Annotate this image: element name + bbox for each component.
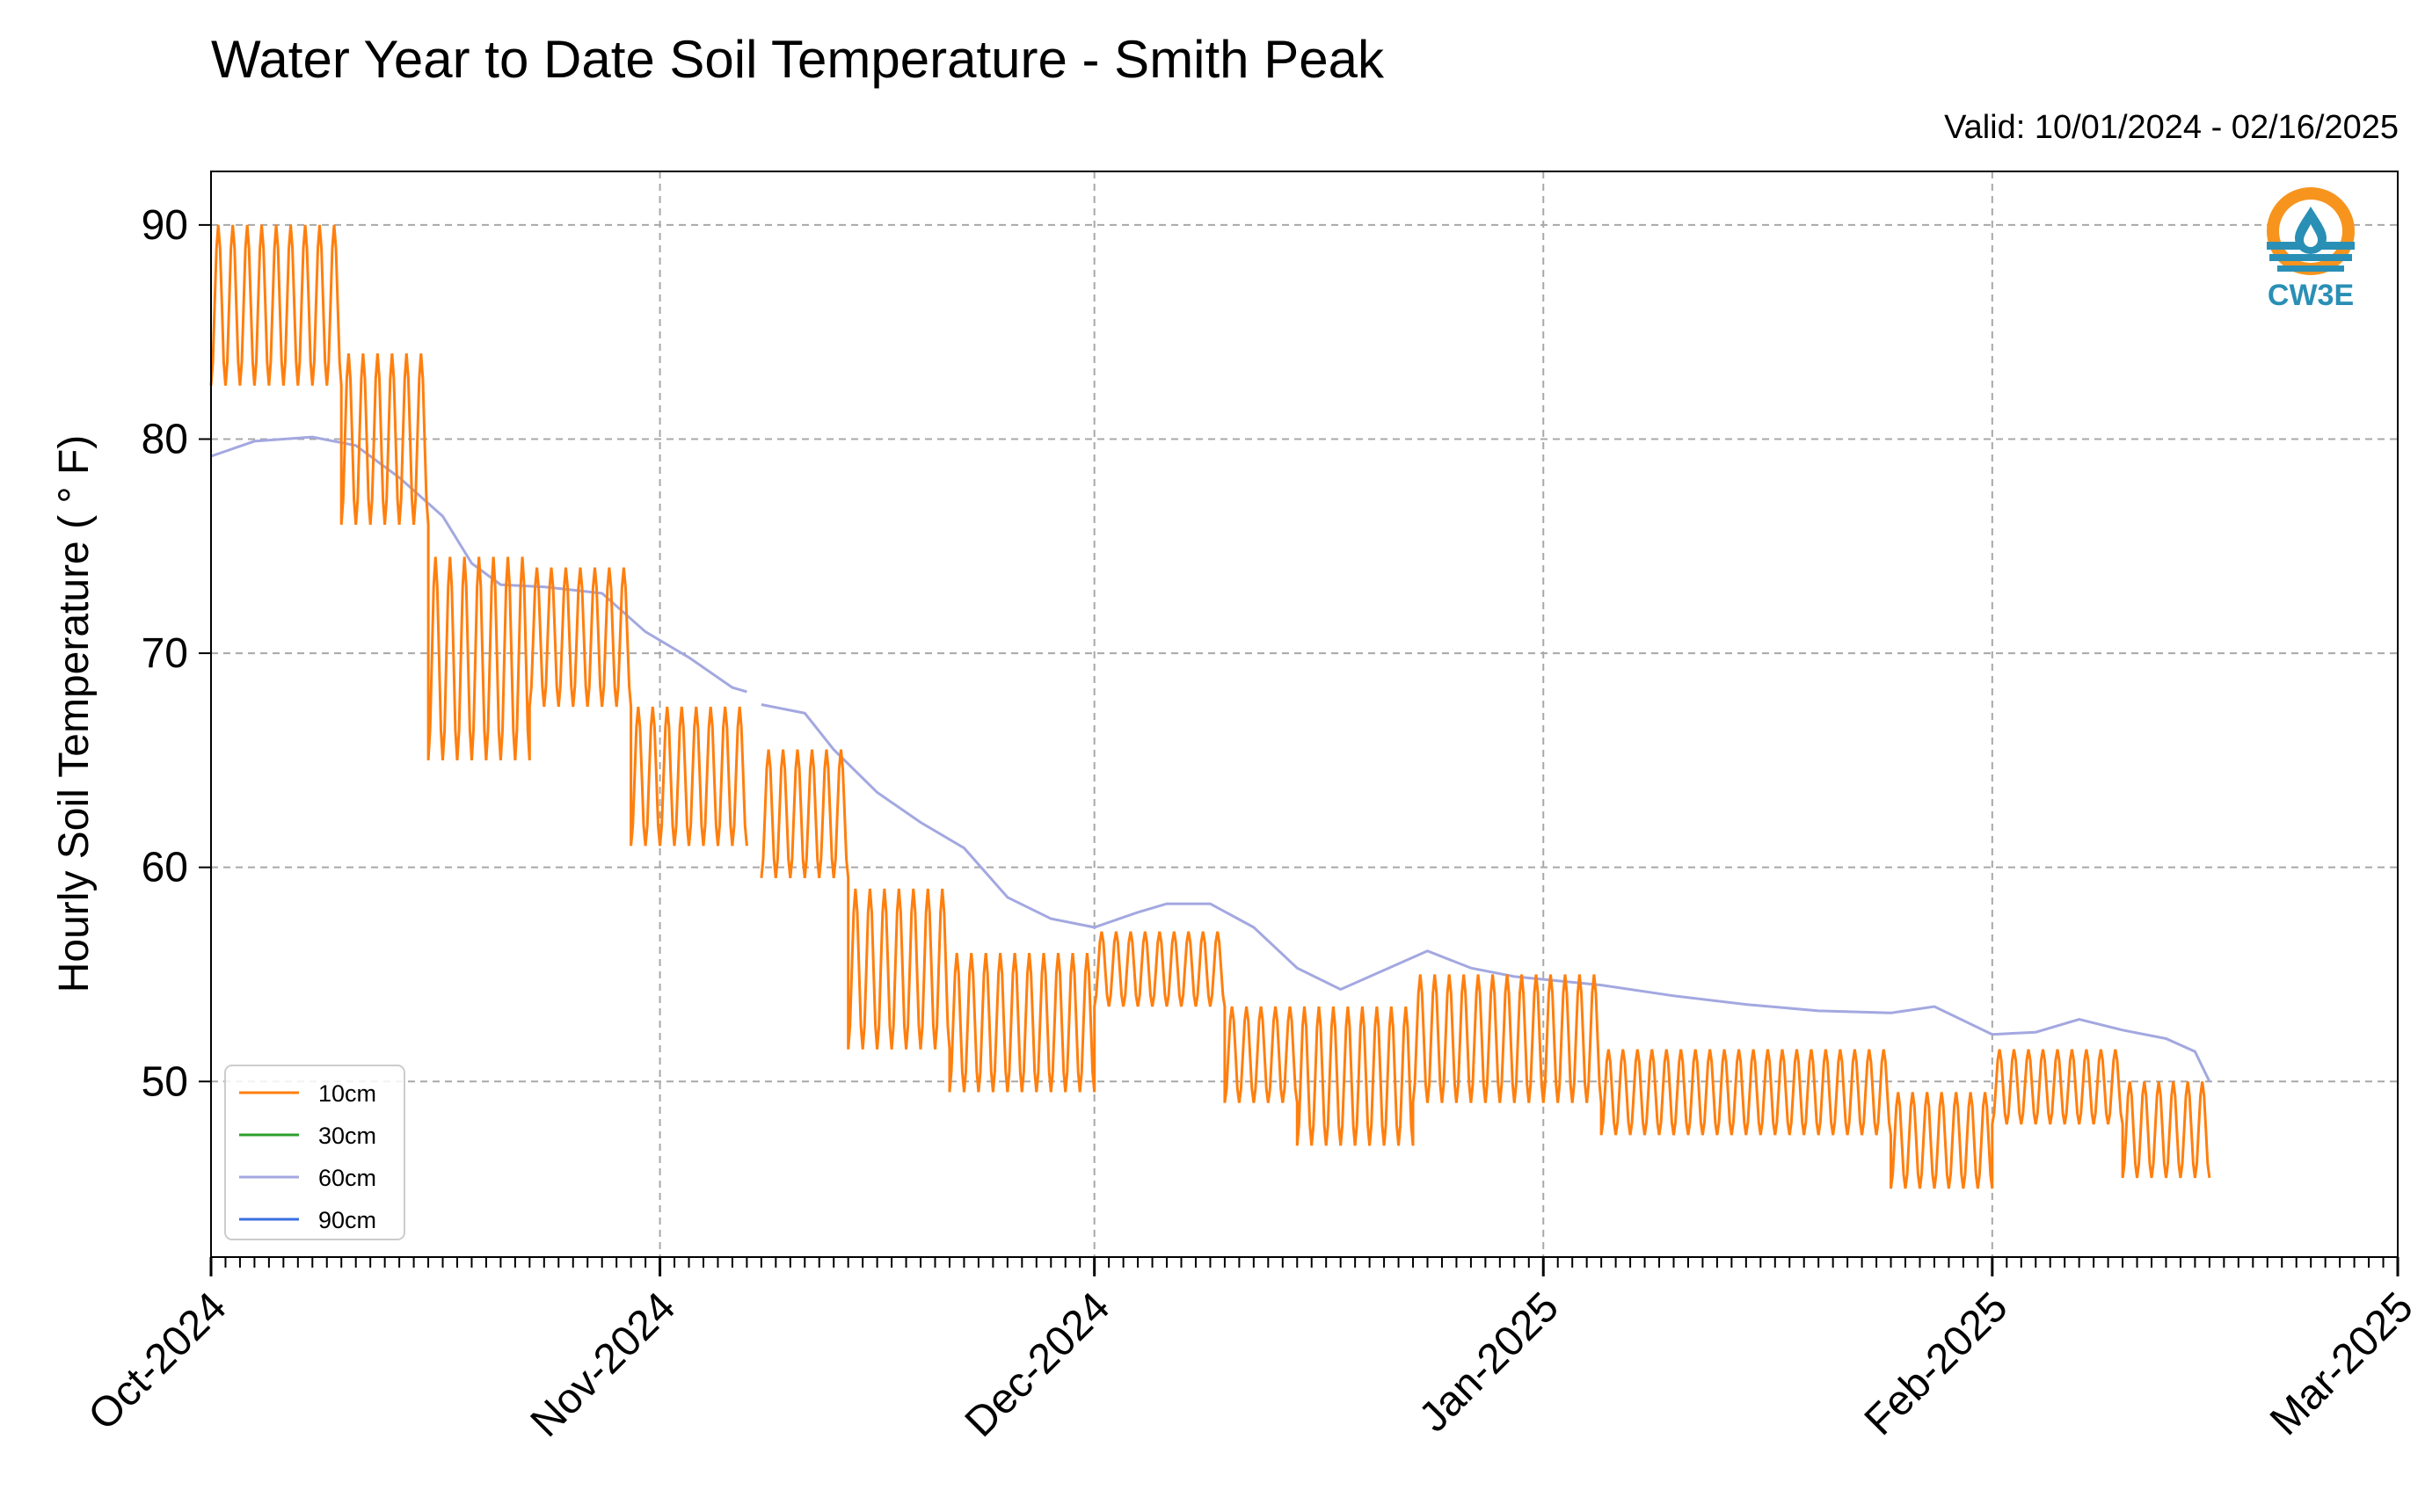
- y-axis: 50 60 70 80 90: [142, 202, 211, 1105]
- x-tick-label: Oct-2024: [80, 1283, 236, 1439]
- water-drop-logo-icon: [2267, 187, 2355, 275]
- logo-text: CW3E: [2268, 279, 2354, 312]
- x-tick-label: Jan-2025: [1410, 1283, 1568, 1441]
- x-tick-label: Dec-2024: [957, 1283, 1119, 1446]
- y-tick-label: 90: [142, 202, 188, 249]
- series-10cm-line: [209, 224, 2211, 1189]
- legend: 10cm 30cm 60cm 90cm: [224, 1065, 405, 1240]
- legend-label-10cm: 10cm: [318, 1080, 376, 1107]
- chart-subtitle: Valid: 10/01/2024 - 02/16/2025: [1944, 109, 2399, 146]
- legend-box: [224, 1065, 405, 1240]
- chart-title: Water Year to Date Soil Temperature - Sm…: [211, 30, 1384, 89]
- cw3e-logo: CW3E: [2267, 187, 2355, 312]
- legend-label-60cm: 60cm: [318, 1165, 376, 1191]
- y-tick-label: 80: [142, 416, 188, 462]
- legend-label-30cm: 30cm: [318, 1123, 376, 1149]
- x-tick-label: Nov-2024: [522, 1283, 685, 1446]
- x-tick-label: Feb-2025: [1856, 1283, 2017, 1444]
- x-tick-label: Mar-2025: [2261, 1283, 2422, 1444]
- y-tick-label: 70: [142, 630, 188, 677]
- plot-frame: [210, 171, 2399, 1258]
- legend-label-90cm: 90cm: [318, 1207, 376, 1233]
- y-tick-label: 50: [142, 1058, 188, 1105]
- y-axis-label: Hourly Soil Temperature ( ° F): [51, 435, 98, 993]
- grid-lines: [211, 171, 2398, 1257]
- y-tick-label: 60: [142, 845, 188, 891]
- series-lines: [209, 224, 2211, 1189]
- series-60cm-line: [210, 435, 2211, 1082]
- x-axis: Oct-2024 Nov-2024 Dec-2024 Jan-2025 Feb-2025…: [80, 1257, 2422, 1446]
